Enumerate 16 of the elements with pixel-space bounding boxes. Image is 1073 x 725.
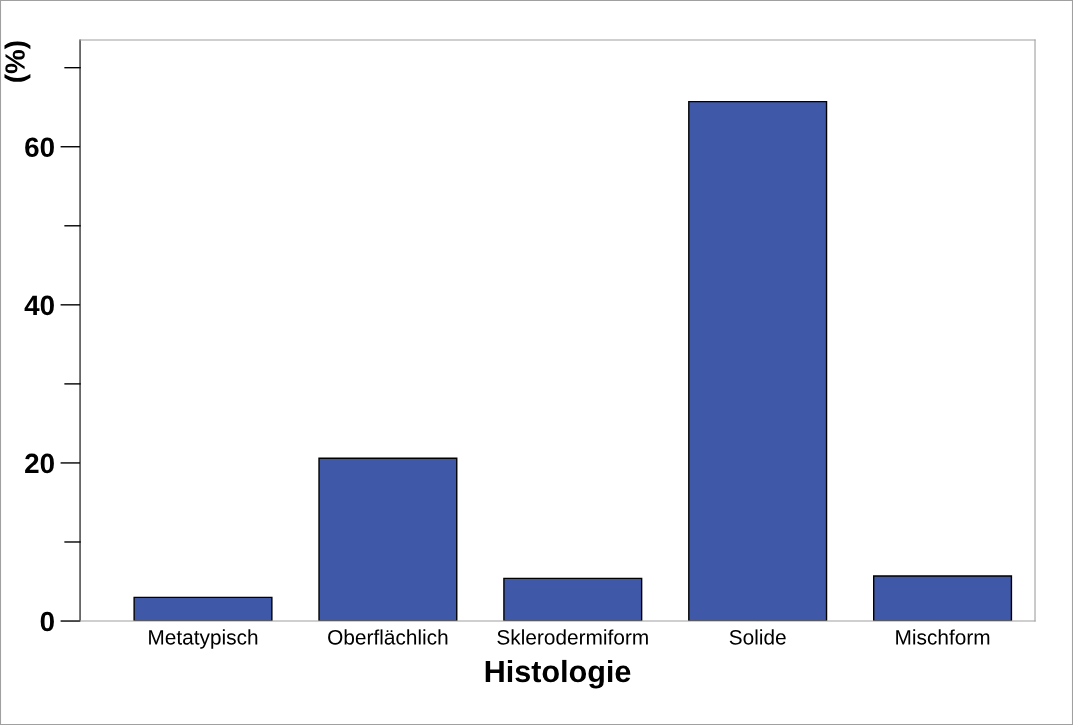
y-tick-label: 40 [24,295,54,316]
bar [873,575,1013,622]
y-tick-label: 20 [25,453,54,474]
y-tick-label: 60 [25,137,54,158]
x-tick-label: Sklerodermiform [497,629,648,645]
bar [133,596,273,622]
x-tick-label: Mischform [896,629,990,645]
y-tick-label: 0 [40,611,54,632]
y-axis-title: (%) [4,41,31,82]
x-tick-label: Solide [729,629,786,645]
bar [318,457,458,622]
bar [688,100,828,622]
bar [503,577,643,622]
x-tick-label: Oberflächlich [328,629,448,645]
x-axis-title: Histologie [485,659,631,689]
x-tick-label: Metatypisch [149,629,258,649]
